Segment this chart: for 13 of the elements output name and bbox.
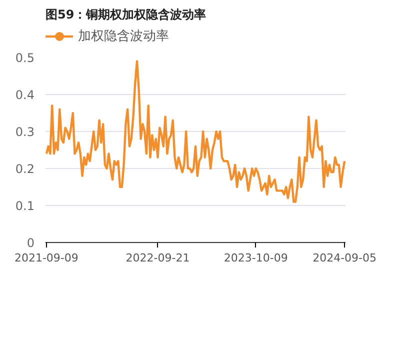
line-series — [46, 60, 346, 203]
x-tick-label: 2022-09-21 — [126, 252, 190, 264]
x-tick-label: 2024-09-05 — [312, 252, 377, 264]
y-tick-label: 0 — [26, 236, 35, 250]
legend-label: 加权隐含波动率 — [78, 28, 169, 45]
y-tick-label: 0.5 — [15, 51, 35, 65]
y-tick-label: 0.2 — [15, 162, 35, 176]
y-tick-label: 0.4 — [15, 88, 35, 102]
chart-title: 图59：铜期权加权隐含波动率 — [46, 8, 206, 22]
y-tick-label: 0.1 — [15, 199, 35, 213]
x-tick-label: 2023-10-09 — [224, 252, 288, 264]
x-tick-label: 2021-09-09 — [14, 252, 78, 264]
y-tick-label: 0.3 — [15, 125, 35, 139]
